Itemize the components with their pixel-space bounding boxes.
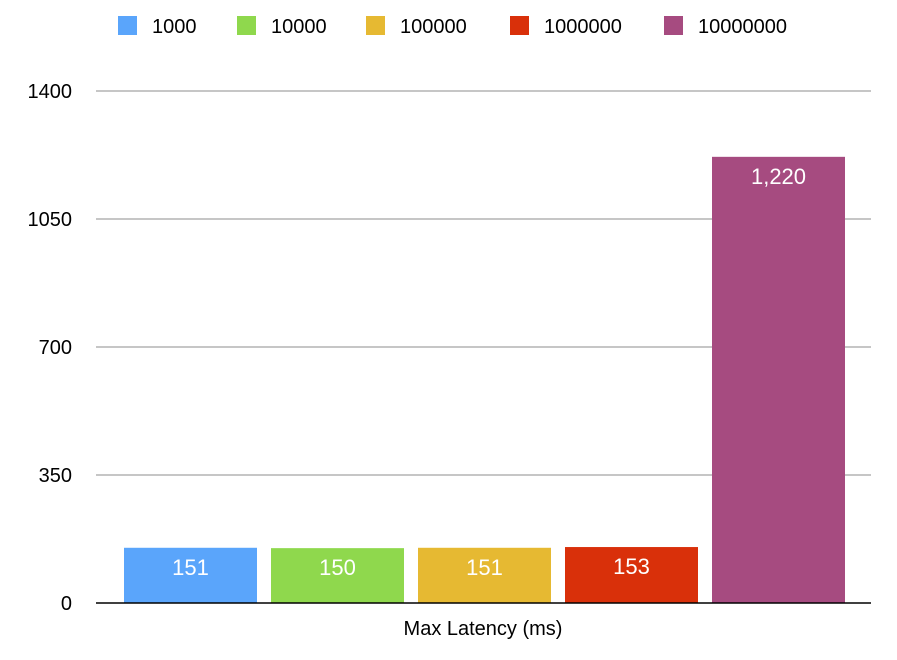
legend: 1000 10000 100000 1000000 10000000 (118, 16, 787, 38)
bar-10000000 (712, 156, 845, 604)
legend-swatch (366, 16, 385, 35)
legend-label: 1000000 (544, 16, 622, 38)
y-tick-label: 1050 (28, 209, 73, 231)
data-label: 151 (172, 555, 209, 580)
y-tick-label: 350 (39, 465, 72, 487)
y-tick-label: 0 (61, 593, 72, 615)
data-label: 1,220 (751, 164, 806, 189)
legend-label: 10000000 (698, 16, 787, 38)
legend-label: 1000 (152, 16, 197, 38)
bars: 151 150 151 153 1,220 (124, 156, 845, 604)
y-tick-label: 1400 (28, 81, 73, 103)
legend-label: 10000 (271, 16, 327, 38)
bar-1000000 (565, 547, 698, 603)
legend-swatch (118, 16, 137, 35)
legend-swatch (510, 16, 529, 35)
data-label: 151 (466, 555, 503, 580)
bar-100000 (418, 547, 551, 603)
bar-1000 (124, 547, 257, 603)
bar-10000 (271, 548, 404, 603)
legend-label: 100000 (400, 16, 467, 38)
y-axis-ticks: 0 350 700 1050 1400 (28, 81, 73, 615)
legend-swatch (664, 16, 683, 35)
x-category-label: Max Latency (ms) (404, 618, 563, 640)
y-tick-label: 700 (39, 337, 72, 359)
data-label: 150 (319, 555, 356, 580)
legend-swatch (237, 16, 256, 35)
data-label: 153 (613, 554, 650, 579)
